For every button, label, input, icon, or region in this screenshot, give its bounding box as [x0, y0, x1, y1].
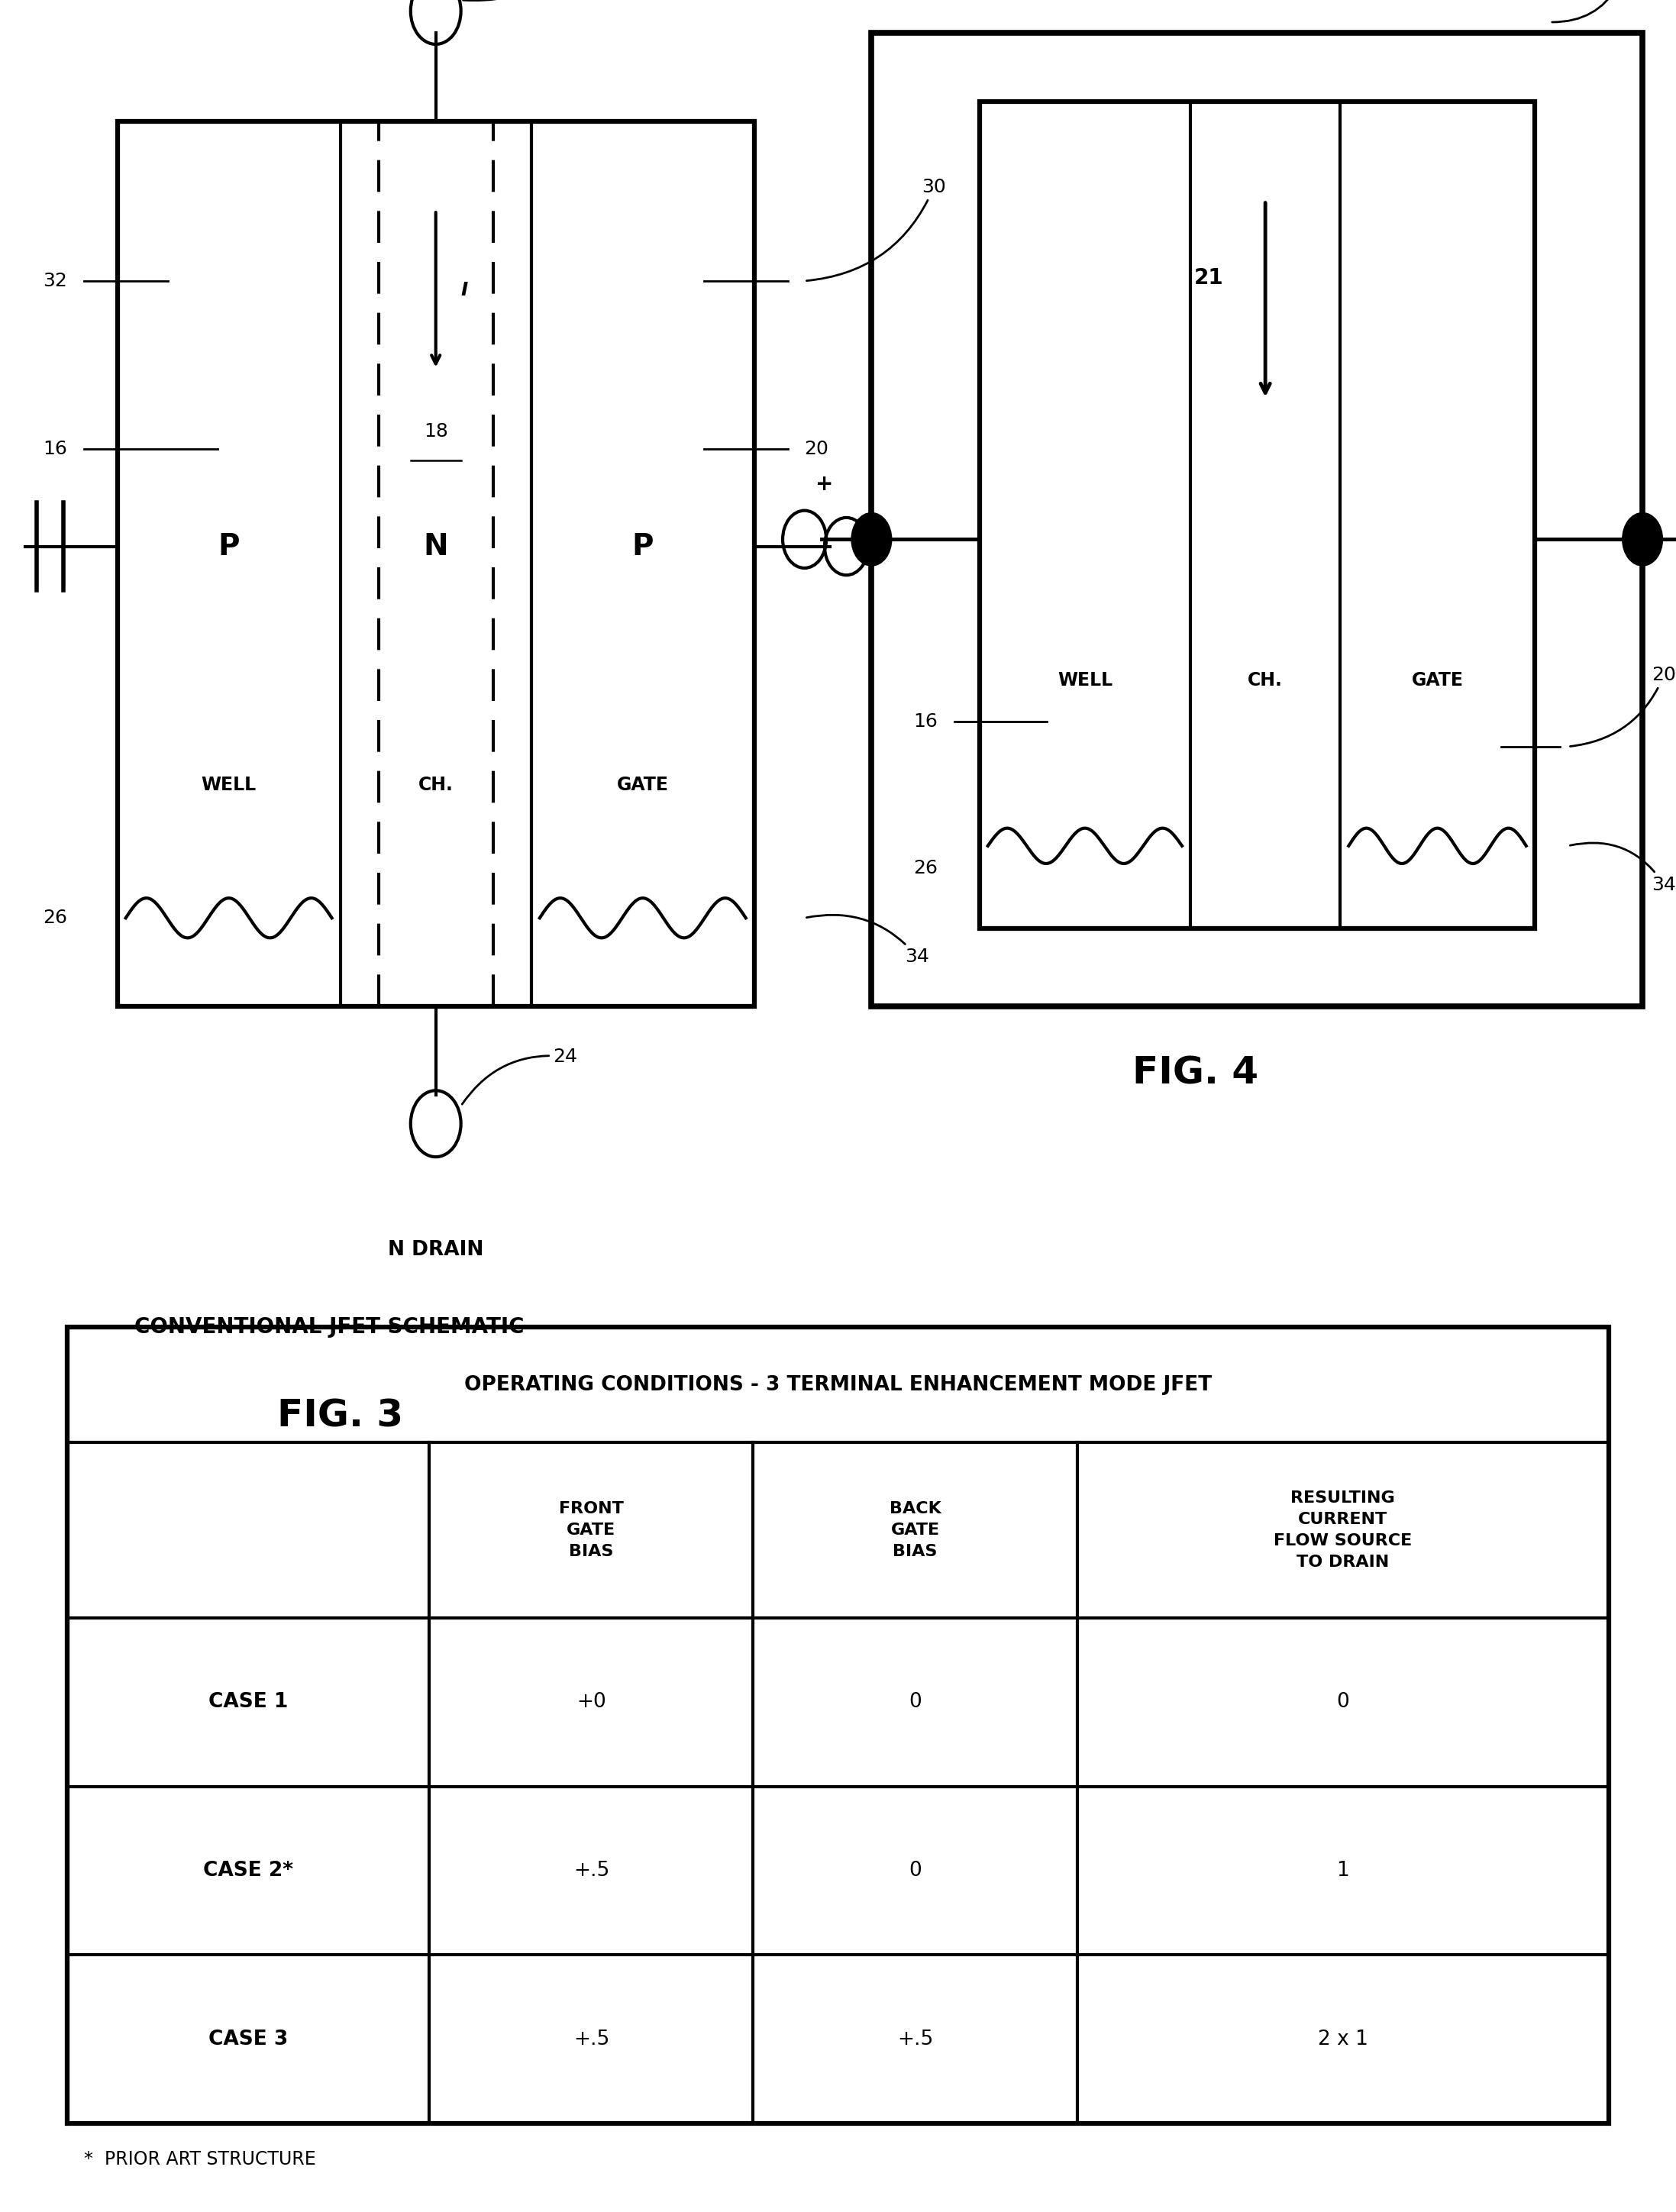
Text: 34: 34	[1570, 843, 1676, 894]
Text: FRONT
GATE
BIAS: FRONT GATE BIAS	[558, 1502, 623, 1559]
Text: 0: 0	[908, 1692, 922, 1712]
Text: 21: 21	[1193, 268, 1223, 288]
Text: 34: 34	[806, 916, 930, 967]
Text: GATE: GATE	[1411, 670, 1463, 690]
Text: FIG. 4: FIG. 4	[1133, 1055, 1259, 1091]
Text: 20: 20	[804, 440, 830, 458]
Bar	[67, 1327, 1609, 2124]
Text: I: I	[461, 281, 468, 299]
Text: 16: 16	[42, 440, 67, 458]
Text: 2 x 1: 2 x 1	[1317, 2028, 1368, 2048]
Text: 18: 18	[424, 422, 447, 440]
Text: CONVENTIONAL JFET SCHEMATIC: CONVENTIONAL JFET SCHEMATIC	[134, 1316, 525, 1338]
Text: N: N	[424, 531, 447, 562]
Text: +.5: +.5	[573, 2028, 610, 2048]
Text: WELL: WELL	[201, 776, 256, 794]
Text: 16: 16	[913, 712, 937, 730]
Text: CASE 3: CASE 3	[208, 2028, 288, 2048]
Text: 0: 0	[1336, 1692, 1349, 1712]
Text: +.5: +.5	[573, 1860, 610, 1880]
Text: +0: +0	[577, 1692, 607, 1712]
Text: 20: 20	[1570, 666, 1676, 745]
Text: CH.: CH.	[419, 776, 453, 794]
Circle shape	[1622, 513, 1663, 566]
Text: 30: 30	[806, 177, 945, 281]
Text: BACK
GATE
BIAS: BACK GATE BIAS	[890, 1502, 940, 1559]
Text: 26: 26	[913, 858, 937, 878]
Text: 38: 38	[1552, 0, 1636, 22]
Text: 32: 32	[42, 272, 67, 290]
Text: CH.: CH.	[1249, 670, 1282, 690]
Circle shape	[851, 513, 892, 566]
Text: *  PRIOR ART STRUCTURE: * PRIOR ART STRUCTURE	[84, 2150, 315, 2168]
Text: 1: 1	[1336, 1860, 1349, 1880]
Text: 0: 0	[908, 1860, 922, 1880]
Text: CASE 2*: CASE 2*	[203, 1860, 293, 1880]
Bar	[872, 33, 1642, 1006]
Text: +: +	[816, 473, 833, 495]
Text: GATE: GATE	[617, 776, 669, 794]
Bar	[117, 122, 754, 1006]
Text: OPERATING CONDITIONS - 3 TERMINAL ENHANCEMENT MODE JFET: OPERATING CONDITIONS - 3 TERMINAL ENHANC…	[464, 1376, 1212, 1396]
Text: N DRAIN: N DRAIN	[387, 1241, 484, 1259]
Bar	[979, 102, 1535, 929]
Text: FIG. 3: FIG. 3	[277, 1398, 404, 1433]
Text: 26: 26	[42, 909, 67, 927]
Text: RESULTING
CURRENT
FLOW SOURCE
TO DRAIN: RESULTING CURRENT FLOW SOURCE TO DRAIN	[1274, 1491, 1413, 1571]
Text: P: P	[218, 531, 240, 562]
Text: CASE 1: CASE 1	[208, 1692, 288, 1712]
Text: P: P	[632, 531, 654, 562]
Text: WELL: WELL	[1058, 670, 1113, 690]
Text: +.5: +.5	[897, 2028, 934, 2048]
Text: 24: 24	[463, 1046, 578, 1104]
